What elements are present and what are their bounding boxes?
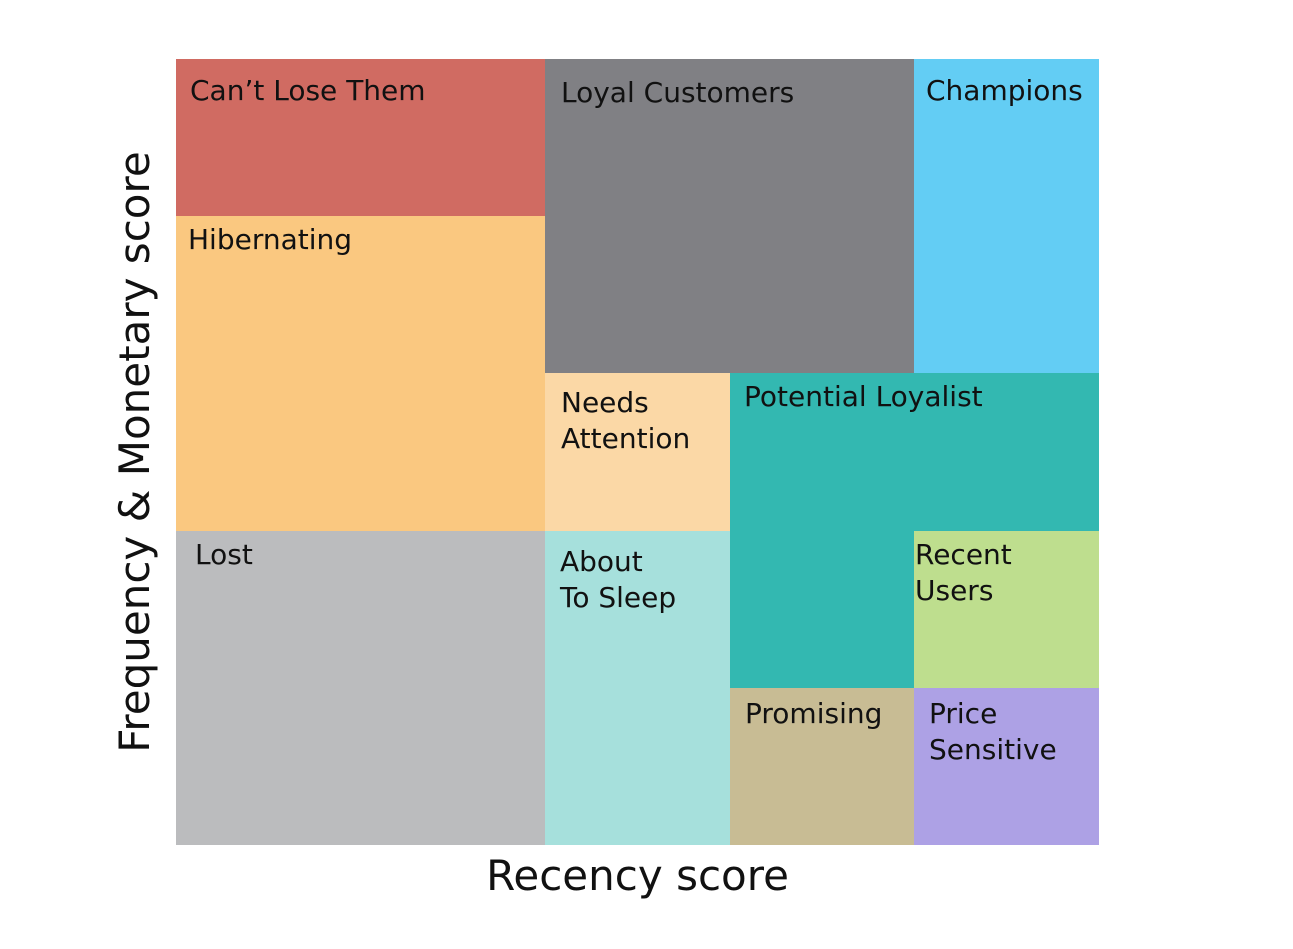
segment-label: Champions bbox=[926, 74, 1083, 107]
segment-label: Promising bbox=[745, 697, 883, 730]
segment-hibernating: Hibernating bbox=[176, 216, 545, 531]
segment-label: Needs Attention bbox=[561, 386, 691, 455]
segment-needs-attention: Needs Attention bbox=[545, 373, 730, 531]
segment-label: About To Sleep bbox=[560, 545, 677, 614]
segment-lost: Lost bbox=[176, 531, 545, 845]
segment-champions: Champions bbox=[914, 59, 1099, 373]
segment-label: Recent Users bbox=[915, 538, 1012, 607]
rfm-segment-grid: Can’t Lose Them Loyal Customers Champion… bbox=[176, 59, 1099, 845]
segment-label: Price Sensitive bbox=[929, 697, 1057, 766]
segment-label: Hibernating bbox=[188, 223, 353, 256]
segment-label: Potential Loyalist bbox=[744, 380, 983, 413]
segment-label: Loyal Customers bbox=[561, 76, 795, 109]
segment-loyal-customers: Loyal Customers bbox=[545, 59, 914, 373]
segment-label: Lost bbox=[195, 538, 253, 571]
segment-recent-users: Recent Users bbox=[914, 531, 1099, 688]
segment-label: Can’t Lose Them bbox=[190, 74, 426, 107]
segment-cant-lose-them: Can’t Lose Them bbox=[176, 59, 545, 216]
y-axis-label: Frequency & Monetary score bbox=[110, 151, 159, 753]
x-axis-label: Recency score bbox=[486, 851, 789, 900]
segment-about-to-sleep: About To Sleep bbox=[545, 531, 730, 845]
segment-price-sensitive: Price Sensitive bbox=[914, 688, 1099, 845]
segment-promising: Promising bbox=[730, 688, 914, 845]
